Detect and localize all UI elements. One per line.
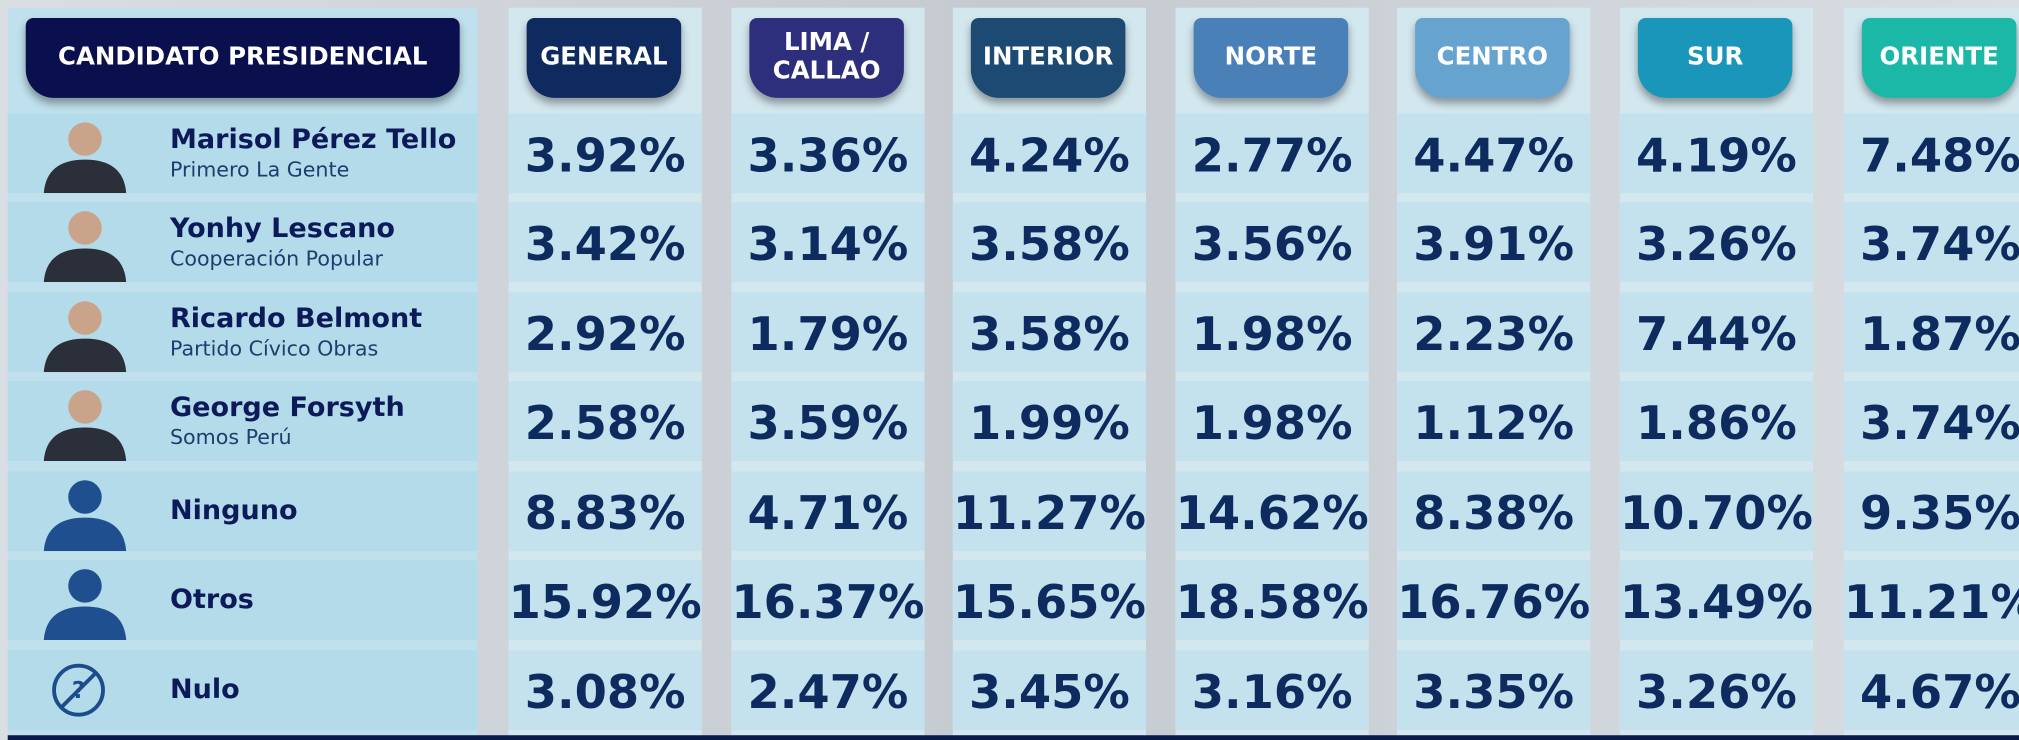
value-cell: 11.21% <box>1834 560 2019 645</box>
value-cell: 10.70% <box>1610 471 1824 556</box>
value-cell: 8.83% <box>498 471 712 556</box>
avatar <box>33 381 136 461</box>
value-cell: 16.76% <box>1387 560 1601 645</box>
value-cell: 3.58% <box>943 202 1157 287</box>
nulo-icon: ? <box>33 650 136 730</box>
value-cell: 1.98% <box>1165 292 1379 377</box>
avatar <box>33 292 136 372</box>
value-cell: 15.65% <box>943 560 1157 645</box>
bottom-rule <box>8 735 2019 740</box>
value-cell: 4.71% <box>721 471 935 556</box>
value-cell: 2.92% <box>498 292 712 377</box>
candidate-name: Ricardo Belmont <box>170 303 422 334</box>
avatar <box>33 113 136 193</box>
region-header: ORIENTE <box>1862 18 2017 98</box>
page: CANDIDATO PRESIDENCIAL GENERAL LIMA / CALL… <box>0 0 2019 740</box>
value-cell: 15.92% <box>498 560 712 645</box>
party-name: Partido Cívico Obras <box>170 336 378 360</box>
value-cell: 3.26% <box>1610 202 1824 287</box>
avatar <box>33 471 136 551</box>
value-cell: 2.23% <box>1387 292 1601 377</box>
region-header: INTERIOR <box>971 18 1126 98</box>
party-name: Cooperación Popular <box>170 246 383 270</box>
value-cell: 8.38% <box>1387 471 1601 556</box>
value-cell: 9.35% <box>1834 471 2019 556</box>
candidate-name: Nulo <box>170 673 240 704</box>
region-header: GENERAL <box>527 18 682 98</box>
value-cell: 1.99% <box>943 381 1157 466</box>
value-cell: 3.59% <box>721 381 935 466</box>
value-cell: 7.48% <box>1834 113 2019 198</box>
value-cell: 1.79% <box>721 292 935 377</box>
value-cell: 4.67% <box>1834 650 2019 735</box>
svg-text:?: ? <box>72 677 85 704</box>
value-cell: 4.47% <box>1387 113 1601 198</box>
value-cell: 13.49% <box>1610 560 1824 645</box>
value-cell: 16.37% <box>721 560 935 645</box>
region-header: NORTE <box>1194 18 1349 98</box>
candidate-name: Yonhy Lescano <box>170 212 395 243</box>
value-cell: 1.86% <box>1610 381 1824 466</box>
value-cell: 11.27% <box>943 471 1157 556</box>
value-cell: 3.74% <box>1834 381 2019 466</box>
value-cell: 3.16% <box>1165 650 1379 735</box>
value-cell: 3.14% <box>721 202 935 287</box>
value-cell: 3.74% <box>1834 202 2019 287</box>
table: CANDIDATO PRESIDENCIAL GENERAL LIMA / CALL… <box>0 0 2019 740</box>
region-header: LIMA / CALLAO <box>749 18 904 98</box>
region-header: CENTRO <box>1415 18 1570 98</box>
avatar <box>33 202 136 282</box>
value-cell: 3.58% <box>943 292 1157 377</box>
candidate-name: Otros <box>170 583 254 614</box>
value-cell: 3.92% <box>498 113 712 198</box>
value-cell: 3.45% <box>943 650 1157 735</box>
value-cell: 1.87% <box>1834 292 2019 377</box>
value-cell: 1.98% <box>1165 381 1379 466</box>
region-header: SUR <box>1638 18 1793 98</box>
value-cell: 1.12% <box>1387 381 1601 466</box>
value-cell: 2.47% <box>721 650 935 735</box>
value-cell: 3.91% <box>1387 202 1601 287</box>
value-cell: 2.58% <box>498 381 712 466</box>
value-cell: 7.44% <box>1610 292 1824 377</box>
value-cell: 4.24% <box>943 113 1157 198</box>
value-cell: 4.19% <box>1610 113 1824 198</box>
candidate-name: Marisol Pérez Tello <box>170 124 456 155</box>
value-cell: 18.58% <box>1165 560 1379 645</box>
value-cell: 3.08% <box>498 650 712 735</box>
candidate-name: Ninguno <box>170 494 298 525</box>
avatar <box>33 560 136 640</box>
value-cell: 2.77% <box>1165 113 1379 198</box>
party-name: Somos Perú <box>170 425 292 449</box>
party-name: Primero La Gente <box>170 157 349 181</box>
value-cell: 14.62% <box>1165 471 1379 556</box>
candidate-name: George Forsyth <box>170 391 405 422</box>
value-cell: 3.35% <box>1387 650 1601 735</box>
value-cell: 3.42% <box>498 202 712 287</box>
title-pill: CANDIDATO PRESIDENCIAL <box>26 18 460 98</box>
value-cell: 3.56% <box>1165 202 1379 287</box>
value-cell: 3.26% <box>1610 650 1824 735</box>
value-cell: 3.36% <box>721 113 935 198</box>
